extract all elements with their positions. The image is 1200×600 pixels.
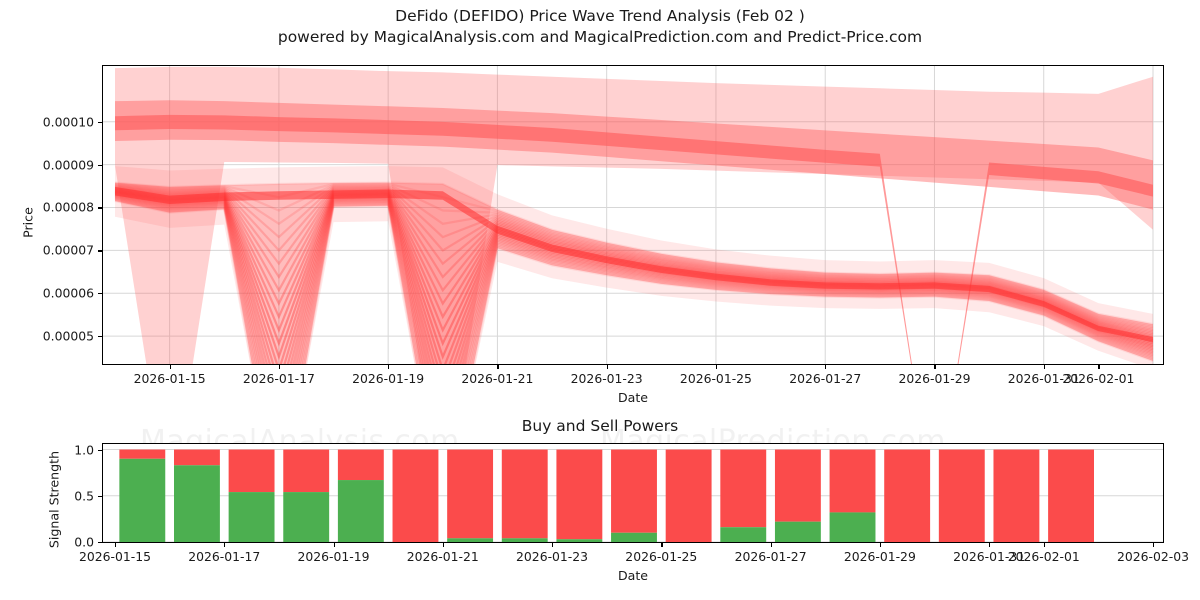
- price-y-tick-mark: [98, 250, 102, 252]
- buy-sell-x-tick-label: 2026-01-19: [297, 549, 370, 564]
- price-y-tick-label: 0.00008: [42, 199, 94, 215]
- price-y-tick-label: 0.00010: [42, 114, 94, 130]
- price-x-tick-label: 2026-01-15: [133, 371, 206, 386]
- price-wave-svg: [103, 66, 1163, 364]
- price-x-axis-label: Date: [617, 390, 649, 405]
- buy-sell-x-tick-mark: [115, 543, 117, 547]
- buy-sell-x-tick-mark: [333, 543, 335, 547]
- price-x-tick-mark: [1043, 365, 1045, 369]
- price-x-tick-mark: [388, 365, 390, 369]
- buy-sell-x-tick-mark: [770, 543, 772, 547]
- price-y-tick-mark: [98, 336, 102, 338]
- price-x-tick-label: 2026-01-31: [1007, 371, 1080, 386]
- price-x-tick-label: 2026-02-01: [1062, 371, 1135, 386]
- buy-sell-x-tick-label: 2026-01-27: [734, 549, 807, 564]
- buy-sell-x-tick-mark: [442, 543, 444, 547]
- buy-sell-x-tick-label: 2026-01-25: [625, 549, 698, 564]
- buy-sell-y-axis-label: Signal Strength: [46, 450, 62, 549]
- price-x-tick-label: 2026-01-29: [898, 371, 971, 386]
- price-y-axis-label: Price: [20, 207, 36, 238]
- buy-sell-x-tick-mark: [1043, 543, 1045, 547]
- buy-sell-x-tick-mark: [1153, 543, 1155, 547]
- buy-sell-plot-area: [102, 443, 1164, 543]
- buy-sell-y-tick-mark: [98, 495, 102, 497]
- price-y-tick-label: 0.00005: [42, 328, 94, 344]
- price-x-tick-mark: [825, 365, 827, 369]
- buy-sell-x-tick-label: 2026-01-23: [516, 549, 589, 564]
- price-y-tick-mark: [98, 207, 102, 209]
- price-x-tick-mark: [715, 365, 718, 369]
- price-wave-plot-area: [102, 65, 1164, 365]
- price-x-tick-label: 2026-01-21: [461, 371, 534, 386]
- buy-sell-y-tick-mark: [98, 449, 102, 451]
- buy-sell-x-tick-label: 2026-01-29: [843, 549, 916, 564]
- price-x-tick-label: 2026-01-17: [242, 371, 315, 386]
- title-line-1: DeFido (DEFIDO) Price Wave Trend Analysi…: [395, 7, 805, 25]
- buy-sell-x-tick-mark: [224, 543, 226, 547]
- buy-sell-x-tick-label: 2026-01-31: [953, 549, 1026, 564]
- buy-sell-x-tick-label: 2026-01-17: [188, 549, 261, 564]
- buy-sell-x-tick-mark: [661, 543, 663, 547]
- buy-sell-y-tick-label: 1.0: [74, 442, 94, 458]
- buy-sell-x-tick-mark: [989, 543, 991, 547]
- buy-sell-x-axis-label: Date: [617, 568, 649, 583]
- title-line-2: powered by MagicalAnalysis.com and Magic…: [277, 28, 923, 46]
- price-x-tick-mark: [278, 365, 281, 369]
- page-title: DeFido (DEFIDO) Price Wave Trend Analysi…: [0, 6, 1200, 48]
- price-x-tick-label: 2026-01-23: [570, 371, 643, 386]
- price-y-tick-mark: [98, 121, 102, 123]
- price-x-tick-mark: [934, 365, 936, 369]
- buy-sell-y-tick-label: 0.0: [74, 534, 94, 550]
- buy-sell-y-tick-mark: [98, 542, 102, 544]
- buy-sell-x-tick-label: 2026-02-01: [1007, 549, 1080, 564]
- buy-sell-x-tick-label: 2026-01-15: [78, 549, 152, 564]
- buy-sell-x-tick-mark: [879, 543, 882, 547]
- buy-sell-x-tick-label: 2026-01-21: [406, 549, 479, 564]
- buy-sell-y-tick-label: 0.5: [74, 488, 94, 504]
- price-y-tick-label: 0.00007: [42, 242, 94, 258]
- price-y-tick-mark: [98, 293, 102, 295]
- price-x-tick-mark: [1098, 365, 1100, 369]
- price-x-tick-mark: [606, 365, 608, 369]
- price-x-tick-label: 2026-01-25: [679, 371, 752, 386]
- price-x-tick-label: 2026-01-27: [789, 371, 862, 386]
- buy-sell-svg: [103, 449, 1163, 542]
- buy-sell-x-tick-label: 2026-02-03: [1116, 549, 1190, 564]
- price-x-tick-mark: [169, 365, 171, 369]
- price-y-tick-mark: [98, 164, 102, 166]
- price-y-tick-label: 0.00006: [42, 285, 94, 301]
- buy-sell-chart-title: Buy and Sell Powers: [521, 417, 679, 435]
- price-y-tick-label: 0.00009: [42, 157, 94, 173]
- price-x-tick-mark: [497, 365, 499, 369]
- buy-sell-x-tick-mark: [552, 543, 554, 547]
- price-x-tick-label: 2026-01-19: [352, 371, 425, 386]
